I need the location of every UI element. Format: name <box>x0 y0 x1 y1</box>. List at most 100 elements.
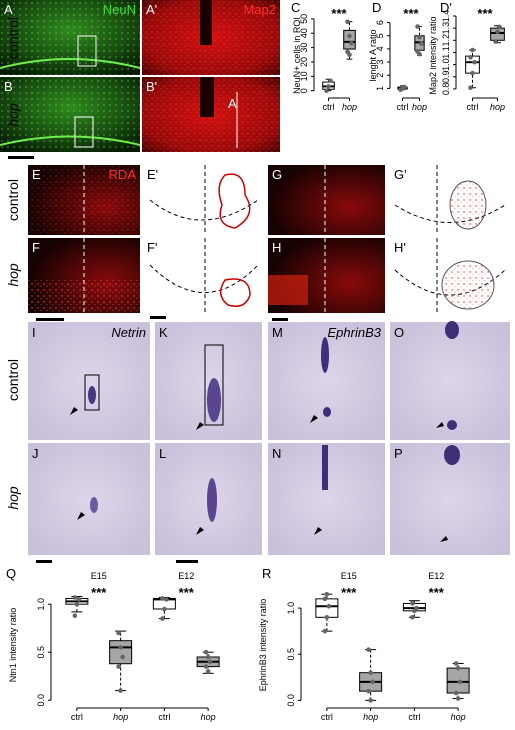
micrographs <box>0 0 510 563</box>
data-point <box>324 615 330 620</box>
y-axis-title: Ntn1 intensity ratio <box>8 608 18 683</box>
scale-bar <box>176 560 198 563</box>
data-point <box>205 654 211 660</box>
panel-label: N <box>272 446 281 461</box>
panel-label: P <box>394 446 403 461</box>
x-tick-label: ctrl <box>467 102 479 112</box>
data-point <box>162 606 167 612</box>
data-point <box>415 24 420 29</box>
data-point <box>164 597 169 602</box>
data-point <box>326 84 331 89</box>
marker-label: NeuN <box>103 2 136 17</box>
panel-label: Q <box>6 566 16 581</box>
midline <box>200 0 212 45</box>
x-tick-label: ctrl <box>397 102 409 112</box>
stain <box>445 321 459 339</box>
data-point <box>207 659 213 665</box>
y-tick-label: 2 <box>375 73 385 78</box>
panel-labels: A A' B B' E E' F F' G G' H H' I K M O J … <box>4 2 407 461</box>
panel-label: G <box>272 167 282 182</box>
x-tick-label: hop <box>363 712 378 722</box>
data-point <box>118 645 123 650</box>
significance: *** <box>331 6 347 21</box>
data-point <box>417 51 422 57</box>
y-tick-label: 1.0 <box>441 58 451 71</box>
data-point <box>468 55 473 60</box>
roi-box <box>77 35 97 67</box>
panel-label: B' <box>146 79 157 94</box>
y-axis-title: EphrinB3 intensity ratio <box>258 599 268 692</box>
data-point <box>205 669 211 674</box>
image <box>268 165 385 235</box>
inset-label: A <box>228 96 237 111</box>
roi-box <box>74 116 94 148</box>
x-tick-label: hop <box>113 712 128 722</box>
image <box>390 322 510 440</box>
y-tick-label: 20 <box>299 57 309 67</box>
significance: *** <box>341 585 357 600</box>
data-point <box>120 654 125 660</box>
data-point <box>324 591 330 597</box>
stain <box>90 497 98 513</box>
panel-label: G' <box>394 167 407 182</box>
marker-label: Netrin <box>111 325 146 340</box>
stain <box>88 386 96 404</box>
y-tick-label: 0.5 <box>36 646 46 659</box>
data-point <box>470 70 475 76</box>
data-point <box>203 664 209 669</box>
data-point <box>347 52 352 58</box>
y-tick-label: 1 <box>375 86 385 91</box>
data-point <box>116 630 121 636</box>
data-point <box>417 34 422 40</box>
y-axis-title: Map2 intensity ratio <box>428 16 438 94</box>
image <box>155 322 262 440</box>
stain <box>444 445 460 465</box>
x-tick-label: ctrl <box>408 712 420 722</box>
contour <box>219 278 251 307</box>
stain <box>447 420 457 430</box>
box <box>446 667 470 694</box>
scale-bar <box>150 316 166 319</box>
data-point <box>495 29 500 35</box>
row-label: control <box>5 359 21 401</box>
scale-bar <box>8 156 34 159</box>
y-tick-label: 0.9 <box>441 71 451 84</box>
x-tick-label: ctrl <box>71 712 83 722</box>
membrane <box>0 58 141 69</box>
data-point <box>345 19 350 25</box>
data-point <box>457 679 463 685</box>
group-label: E15 <box>341 571 357 581</box>
panel-label: D <box>372 0 381 15</box>
y-tick-label: 30 <box>299 43 309 53</box>
stain <box>323 407 331 417</box>
x-tick-label: hop <box>201 712 216 722</box>
panel-label: H <box>272 240 281 255</box>
data-point <box>410 601 415 606</box>
panel-label: A' <box>146 2 157 17</box>
marker-label: EphrinB3 <box>328 325 382 340</box>
data-point <box>203 649 209 655</box>
y-axis-title: NeuN+ cells in ROI <box>292 17 302 94</box>
x-tick-label: hop <box>342 102 357 112</box>
data-point <box>324 88 329 93</box>
arrowhead <box>440 536 448 542</box>
panel-label: E' <box>147 167 158 182</box>
data-point <box>370 679 375 685</box>
data-point <box>347 33 352 39</box>
marker-label: Map2 <box>243 2 276 17</box>
panel-label: D' <box>440 0 452 15</box>
data-point <box>493 39 498 44</box>
data-point <box>366 688 371 694</box>
y-tick-label: 0.0 <box>36 694 46 707</box>
data-point <box>470 47 475 53</box>
row-label: hop <box>5 486 21 510</box>
panel-label: R <box>262 566 271 581</box>
panel-label: L <box>159 446 166 461</box>
data-point <box>402 84 407 90</box>
membrane <box>0 135 141 146</box>
stain <box>321 337 329 373</box>
y-tick-label: 1.3 <box>441 22 451 35</box>
arrowhead <box>77 512 85 520</box>
data-point <box>410 615 415 620</box>
